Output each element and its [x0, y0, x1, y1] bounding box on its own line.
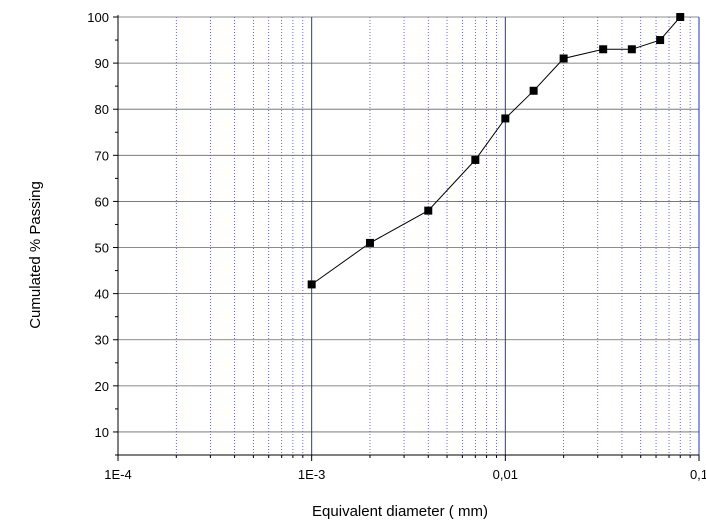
y-tick-label: 60 — [95, 194, 109, 209]
series-markers — [307, 13, 685, 289]
data-point — [365, 238, 374, 247]
data-point — [529, 86, 538, 95]
x-major-gridlines — [117, 17, 700, 455]
data-point — [559, 54, 568, 63]
data-point — [627, 45, 636, 54]
y-gridlines — [118, 16, 699, 433]
y-tick-label: 30 — [95, 333, 109, 348]
data-point — [501, 114, 510, 123]
axis-ticks — [113, 16, 700, 461]
x-axis-label: Equivalent diameter ( mm) — [312, 503, 488, 520]
x-tick-label: 0,01 — [493, 467, 518, 482]
x-tick-label: 1E-3 — [298, 467, 325, 482]
x-tick-label: 0,1 — [690, 467, 706, 482]
y-tick-label: 90 — [95, 56, 109, 71]
y-axis-label: Cumulated % Passing — [27, 181, 44, 329]
y-tick-label: 20 — [95, 379, 109, 394]
data-point — [307, 280, 316, 289]
data-point — [471, 155, 480, 164]
data-point — [424, 206, 433, 215]
x-minor-gridlines — [175, 17, 691, 455]
y-tick-label: 100 — [87, 10, 109, 25]
data-point — [676, 13, 685, 21]
y-tick-label: 80 — [95, 102, 109, 117]
data-point — [656, 36, 665, 45]
y-tick-label: 50 — [95, 241, 109, 256]
x-tick-label: 1E-4 — [104, 467, 131, 482]
data-point — [599, 45, 608, 54]
tick-labels: 10 20 30 40 50 60 70 80 90 100 1E-4 1E-3 0,01 0,1 — [87, 10, 706, 482]
y-tick-label: 10 — [95, 425, 109, 440]
y-tick-label: 40 — [95, 287, 109, 302]
y-tick-label: 70 — [95, 148, 109, 163]
